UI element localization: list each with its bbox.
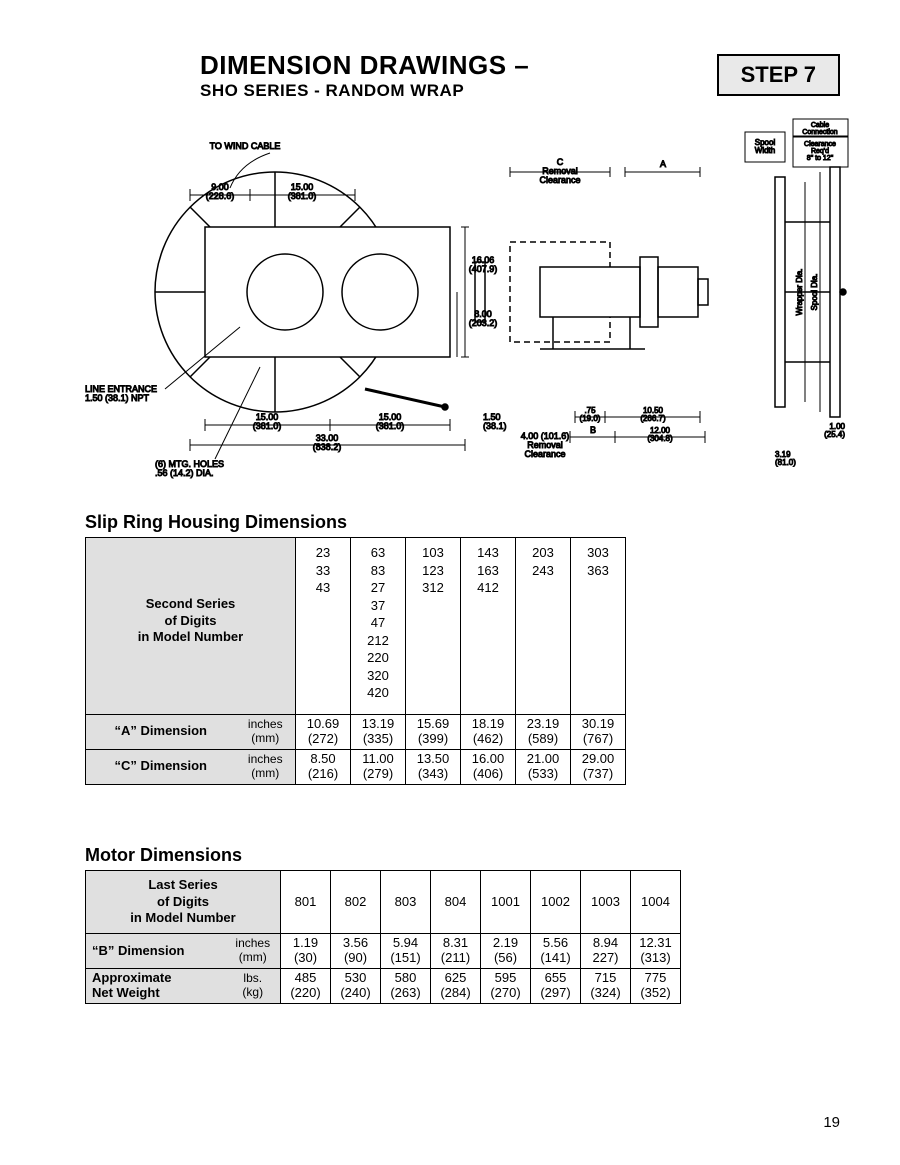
dimension-drawing: TO WIND CABLE 9.00(228.6) 15.00(381.0) C…	[85, 117, 850, 487]
dim-33: 33.00(838.2)	[313, 433, 342, 452]
table1-value: 15.69 (399)	[406, 714, 461, 749]
slip-ring-table: Second Series of Digits in Model Number2…	[85, 537, 626, 785]
table1-value: 23.19 (589)	[516, 714, 571, 749]
table2-value: 8.94 227)	[581, 934, 631, 969]
table2-value: 655 (297)	[531, 969, 581, 1004]
table1-value: 8.50 (216)	[296, 749, 351, 784]
table2-digits-col: 1003	[581, 870, 631, 934]
table2-value: 625 (284)	[431, 969, 481, 1004]
table2-row-label: “B” Dimension	[86, 934, 226, 969]
table1-row-label: “A” Dimension	[86, 714, 236, 749]
dim-removal-4: 4.00 (101.6)RemovalClearance	[521, 431, 570, 459]
motor-table: Last Series of Digits in Model Number801…	[85, 870, 681, 1004]
table2-value: 5.94 (151)	[381, 934, 431, 969]
table1-digits-col: 63 83 27 37 47 212 220 320 420	[351, 538, 406, 715]
table2-row-label: Approximate Net Weight	[86, 969, 226, 1004]
step-badge: STEP 7	[717, 54, 840, 96]
page: DIMENSION DRAWINGS – SHO SERIES - RANDOM…	[0, 0, 900, 1165]
table2-digits-col: 801	[281, 870, 331, 934]
table2-series-label: Last Series of Digits in Model Number	[86, 870, 281, 934]
table2-digits-col: 1002	[531, 870, 581, 934]
dim-8: 8.00(203.2)	[469, 309, 498, 328]
table1-value: 13.19 (335)	[351, 714, 406, 749]
table2-value: 12.31 (313)	[631, 934, 681, 969]
table2-unit: inches(mm)	[226, 934, 281, 969]
table2-digits-col: 804	[431, 870, 481, 934]
table1-value: 13.50 (343)	[406, 749, 461, 784]
label-spool-dia: Spool Dia.	[810, 274, 819, 311]
table1-value: 10.69 (272)	[296, 714, 351, 749]
main-title: DIMENSION DRAWINGS –	[200, 50, 529, 81]
table1-digits-col: 143 163 412	[461, 538, 516, 715]
table2-value: 580 (263)	[381, 969, 431, 1004]
table2-value: 715 (324)	[581, 969, 631, 1004]
dim-75: .75(19.0)	[580, 406, 601, 423]
dim-15b: 15.00(381.0)	[253, 412, 282, 431]
label-clearance-req: ClearanceReq'd8" to 12"	[804, 141, 836, 162]
page-number: 19	[823, 1114, 840, 1131]
dim-16: 16.06(407.9)	[469, 255, 498, 274]
table1-value: 29.00 (737)	[571, 749, 626, 784]
table1-digits-col: 303 363	[571, 538, 626, 715]
table2-value: 530 (240)	[331, 969, 381, 1004]
dim-3_19: 3.19(81.0)	[775, 450, 796, 467]
table2-digits-col: 802	[331, 870, 381, 934]
table1-value: 18.19 (462)	[461, 714, 516, 749]
dim-12: 12.00(304.8)	[647, 426, 673, 443]
label-to-wind: TO WIND CABLE	[210, 141, 281, 151]
title-block: DIMENSION DRAWINGS – SHO SERIES - RANDOM…	[200, 50, 529, 101]
table2-digits-col: 1004	[631, 870, 681, 934]
table1-series-label: Second Series of Digits in Model Number	[86, 538, 296, 715]
table2-value: 485 (220)	[281, 969, 331, 1004]
dim-C: CRemovalClearance	[539, 157, 580, 185]
label-line-entrance: LINE ENTRANCE1.50 (38.1) NPT	[85, 384, 157, 403]
dim-B: B	[590, 425, 596, 435]
dim-10_5: 10.50(266.7)	[640, 406, 666, 423]
table2-value: 2.19 (56)	[481, 934, 531, 969]
label-cable-conn: CableConnection	[802, 122, 838, 136]
table2-value: 775 (352)	[631, 969, 681, 1004]
table1-value: 11.00 (279)	[351, 749, 406, 784]
table1-unit: inches(mm)	[236, 714, 296, 749]
table1-value: 16.00 (406)	[461, 749, 516, 784]
table2-unit: lbs.(kg)	[226, 969, 281, 1004]
table1-value: 30.19 (767)	[571, 714, 626, 749]
table2-value: 1.19 (30)	[281, 934, 331, 969]
label-wrapper-dia: Wrapper Dia.	[795, 269, 804, 316]
label-spool-width: SpoolWidth	[755, 138, 776, 155]
dim-1_5: 1.50(38.1)	[483, 412, 507, 431]
table2-digits-col: 803	[381, 870, 431, 934]
table2-value: 3.56 (90)	[331, 934, 381, 969]
table2-value: 595 (270)	[481, 969, 531, 1004]
dim-15c: 15.00(381.0)	[376, 412, 405, 431]
table1-title: Slip Ring Housing Dimensions	[85, 512, 840, 533]
sub-title: SHO SERIES - RANDOM WRAP	[200, 81, 529, 101]
table1-digits-col: 103 123 312	[406, 538, 461, 715]
table1-unit: inches(mm)	[236, 749, 296, 784]
table1-row-label: “C” Dimension	[86, 749, 236, 784]
dim-1_00: 1.00(25.4)	[824, 422, 845, 439]
table2-title: Motor Dimensions	[85, 845, 840, 866]
table2-value: 8.31 (211)	[431, 934, 481, 969]
table2-value: 5.56 (141)	[531, 934, 581, 969]
table1-digits-col: 23 33 43	[296, 538, 351, 715]
table1-digits-col: 203 243	[516, 538, 571, 715]
dim-15-top: 15.00(381.0)	[288, 182, 317, 201]
table1-value: 21.00 (533)	[516, 749, 571, 784]
table2-digits-col: 1001	[481, 870, 531, 934]
page-header: DIMENSION DRAWINGS – SHO SERIES - RANDOM…	[85, 50, 840, 101]
dim-A: A	[660, 159, 666, 169]
label-mtg-holes: (6) MTG. HOLES.56 (14.2) DIA.	[155, 459, 224, 478]
dim-9: 9.00(228.6)	[206, 182, 235, 201]
